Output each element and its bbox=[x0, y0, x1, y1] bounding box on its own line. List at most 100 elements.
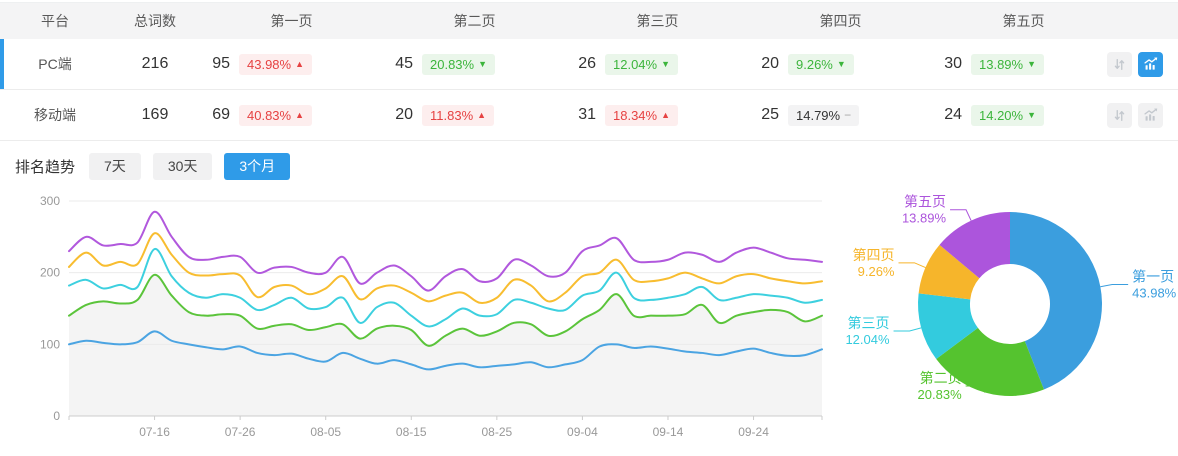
svg-text:100: 100 bbox=[40, 337, 60, 351]
col-header-page4: 第四页 bbox=[819, 13, 862, 29]
page-change-pct: 40.83% bbox=[247, 107, 292, 123]
svg-text:09-14: 09-14 bbox=[653, 425, 684, 439]
page4-cell: 20 9.26% ▼ bbox=[749, 53, 932, 75]
page-change-badge: 43.98% ▲ bbox=[239, 53, 313, 75]
trend-section-title: 排名趋势 bbox=[15, 159, 76, 176]
page1-cell: 69 40.83% ▲ bbox=[200, 104, 383, 126]
trend-arrow-icon: ▲ bbox=[295, 109, 305, 120]
trend-arrow-icon: ▼ bbox=[661, 58, 671, 69]
page-change-pct: 20.83% bbox=[430, 56, 475, 72]
page5-cell: 24 14.20% ▼ bbox=[932, 104, 1115, 126]
page5-cell: 30 13.89% ▼ bbox=[932, 53, 1115, 75]
svg-text:08-15: 08-15 bbox=[396, 425, 427, 439]
page-change-pct: 12.04% bbox=[613, 56, 658, 72]
trend-chart-icon bbox=[1143, 57, 1157, 70]
col-header-page2: 第二页 bbox=[453, 13, 496, 29]
svg-text:12.04%: 12.04% bbox=[845, 332, 890, 347]
platform-label: PC端 bbox=[38, 56, 72, 72]
row-actions bbox=[1107, 102, 1178, 128]
show-trend-chart-button[interactable] bbox=[1138, 102, 1163, 128]
sort-arrows-icon bbox=[1114, 58, 1125, 70]
trend-arrow-icon: ▼ bbox=[1027, 109, 1037, 120]
table-row-mobile[interactable]: 移动端 169 69 40.83% ▲ 20 11.83% ▲ 31 18.34% ▲… bbox=[0, 90, 1178, 141]
page-change-pct: 9.26% bbox=[796, 56, 833, 72]
col-header-platform: 平台 bbox=[41, 13, 69, 29]
page-count: 30 bbox=[944, 55, 962, 72]
tab-30days[interactable]: 30天 bbox=[152, 153, 213, 180]
page-change-badge: 14.20% ▼ bbox=[971, 104, 1045, 126]
total-words: 169 bbox=[141, 106, 169, 123]
page2-cell: 20 11.83% ▲ bbox=[383, 104, 566, 126]
tab-7days[interactable]: 7天 bbox=[89, 153, 141, 180]
page3-cell: 31 18.34% ▲ bbox=[566, 104, 749, 126]
col-header-total: 总词数 bbox=[134, 13, 176, 29]
trend-arrow-icon: ▼ bbox=[836, 58, 846, 69]
page-count: 31 bbox=[578, 106, 596, 123]
page-count: 95 bbox=[212, 55, 230, 72]
trend-toolbar: 排名趋势 7天 30天 3个月 bbox=[15, 153, 1178, 180]
sort-button[interactable] bbox=[1107, 51, 1132, 77]
svg-text:09-04: 09-04 bbox=[567, 425, 598, 439]
page-count: 20 bbox=[395, 106, 413, 123]
page3-cell: 26 12.04% ▼ bbox=[566, 53, 749, 75]
svg-text:43.98%: 43.98% bbox=[1132, 285, 1177, 300]
page-change-badge: 12.04% ▼ bbox=[605, 53, 679, 75]
page-count: 69 bbox=[212, 106, 230, 123]
tab-3months[interactable]: 3个月 bbox=[224, 153, 291, 180]
svg-text:0: 0 bbox=[53, 409, 60, 423]
page-change-badge: 20.83% ▼ bbox=[422, 53, 496, 75]
page4-cell: 25 14.79% − bbox=[749, 104, 932, 126]
trend-arrow-icon: ▼ bbox=[478, 58, 488, 69]
svg-text:08-05: 08-05 bbox=[310, 425, 341, 439]
svg-text:13.89%: 13.89% bbox=[902, 211, 947, 226]
page-count: 45 bbox=[395, 55, 413, 72]
svg-text:9.26%: 9.26% bbox=[858, 264, 895, 279]
svg-text:08-25: 08-25 bbox=[481, 425, 512, 439]
svg-text:第五页: 第五页 bbox=[904, 194, 946, 210]
svg-text:第四页: 第四页 bbox=[853, 247, 895, 263]
page-count: 24 bbox=[944, 106, 962, 123]
table-row-pc[interactable]: PC端 216 95 43.98% ▲ 45 20.83% ▼ 26 12.04% ▼… bbox=[0, 39, 1178, 90]
total-words: 216 bbox=[141, 55, 169, 72]
svg-text:20.83%: 20.83% bbox=[918, 387, 963, 402]
page-change-badge: 14.79% − bbox=[788, 104, 860, 126]
page-change-badge: 11.83% ▲ bbox=[422, 104, 495, 126]
page-change-pct: 14.20% bbox=[979, 107, 1024, 123]
page1-cell: 95 43.98% ▲ bbox=[200, 53, 383, 75]
page-change-pct: 43.98% bbox=[247, 56, 292, 72]
svg-text:爱站网: 爱站网 bbox=[341, 287, 458, 325]
rank-trend-line-chart: 爱站网 0 100 200 300 07-16 07-26 08-05 08-15 08-25 09… bbox=[40, 194, 823, 439]
svg-text:第三页: 第三页 bbox=[848, 315, 890, 331]
svg-text:09-24: 09-24 bbox=[738, 425, 769, 439]
charts-area: 爱站网 0 100 200 300 07-16 07-26 08-05 08-15 08-25 09… bbox=[0, 190, 1178, 456]
page-change-badge: 9.26% ▼ bbox=[788, 53, 854, 75]
page-change-badge: 18.34% ▲ bbox=[605, 104, 679, 126]
page-change-pct: 18.34% bbox=[613, 107, 658, 123]
sort-button[interactable] bbox=[1107, 102, 1132, 128]
page-change-pct: 13.89% bbox=[979, 56, 1024, 72]
svg-text:07-26: 07-26 bbox=[225, 425, 256, 439]
trend-arrow-icon: ▲ bbox=[661, 109, 671, 120]
trend-chart-icon bbox=[1143, 108, 1157, 121]
col-header-page1: 第一页 bbox=[270, 13, 313, 29]
trend-arrow-icon: ▲ bbox=[295, 58, 305, 69]
svg-text:07-16: 07-16 bbox=[139, 425, 170, 439]
svg-text:第一页: 第一页 bbox=[1132, 268, 1174, 284]
svg-text:200: 200 bbox=[40, 266, 60, 280]
page-count: 25 bbox=[761, 106, 779, 123]
trend-arrow-icon: ▼ bbox=[1027, 58, 1037, 69]
sort-arrows-icon bbox=[1114, 109, 1125, 121]
trend-arrow-icon: ▲ bbox=[477, 109, 487, 120]
page2-cell: 45 20.83% ▼ bbox=[383, 53, 566, 75]
col-header-page3: 第三页 bbox=[636, 13, 679, 29]
page-change-badge: 13.89% ▼ bbox=[971, 53, 1045, 75]
page-change-pct: 14.79% bbox=[796, 107, 841, 123]
platform-label: 移动端 bbox=[34, 107, 76, 123]
svg-text:第二页: 第二页 bbox=[920, 370, 962, 386]
show-trend-chart-button[interactable] bbox=[1138, 51, 1163, 77]
page-change-badge: 40.83% ▲ bbox=[239, 104, 313, 126]
row-actions bbox=[1107, 51, 1178, 77]
svg-text:300: 300 bbox=[40, 194, 60, 208]
